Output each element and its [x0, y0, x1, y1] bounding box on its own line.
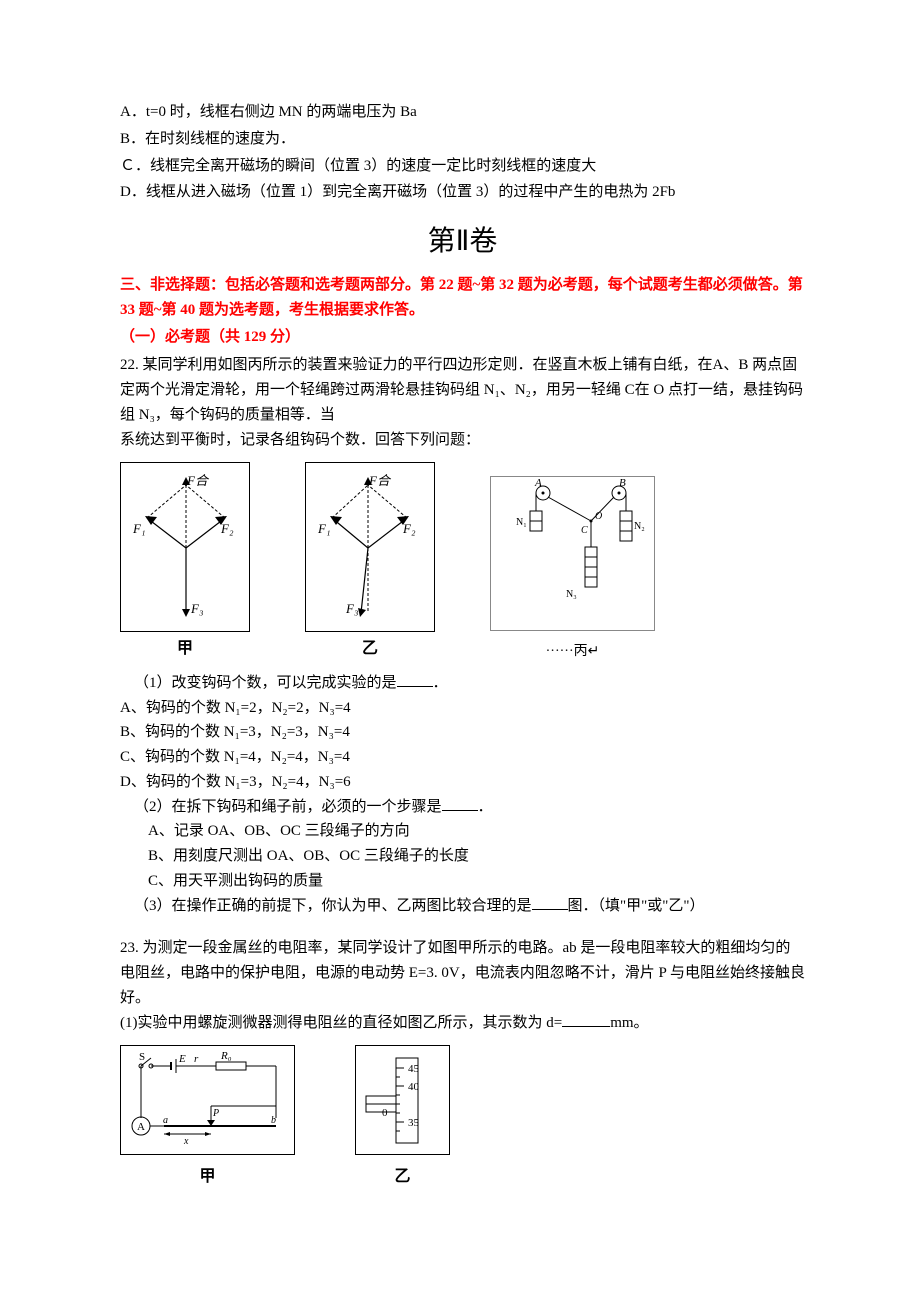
- svg-text:N₃: N₃: [566, 589, 577, 600]
- svg-text:x: x: [183, 1136, 189, 1147]
- q22-part1: （1）改变钩码个数，可以完成实验的是．: [120, 671, 805, 696]
- q23-intro: 23. 为测定一段金属丝的电阻率，某同学设计了如图甲所示的电路。ab 是一段电阻…: [120, 936, 805, 1010]
- figure-yi: F合 F₁ F₂ F₃ 乙: [305, 462, 435, 662]
- figure-jia-svg: F合 F₁ F₂ F₃: [120, 462, 250, 632]
- svg-text:F₃: F₃: [345, 601, 358, 616]
- q22-2-b: B、用刻度尺测出 OA、OB、OC 三段绳子的长度: [120, 844, 805, 869]
- svg-text:b: b: [271, 1115, 276, 1126]
- q22-intro: 22. 某同学利用如图丙所示的装置来验证力的平行四边形定则．在竖直木板上铺有白纸…: [120, 353, 805, 427]
- blank-3: [532, 895, 568, 910]
- blank-2: [442, 796, 478, 811]
- q23-figures-row: S E r R₀ A a b P x: [120, 1045, 805, 1190]
- blank-1: [397, 672, 433, 687]
- svg-text:35: 35: [408, 1117, 420, 1129]
- svg-text:F合: F合: [368, 473, 392, 488]
- option-b: B．在时刻线框的速度为．: [120, 127, 805, 152]
- svg-text:P: P: [212, 1108, 219, 1119]
- circuit-jia: S E r R₀ A a b P x: [120, 1045, 295, 1190]
- svg-text:r: r: [194, 1053, 199, 1065]
- q22-1-a: A、钩码的个数 N₁=2，N₂=2，N₃=4: [120, 696, 805, 721]
- svg-text:A: A: [534, 477, 542, 489]
- q22-1-c: C、钩码的个数 N₁=4，N₂=4，N₃=4: [120, 745, 805, 770]
- svg-text:B: B: [619, 477, 626, 489]
- q22-1-d: D、钩码的个数 N₁=3，N₂=4，N₃=6: [120, 770, 805, 795]
- svg-text:F₁: F₁: [317, 521, 330, 536]
- option-d: D．线框从进入磁场（位置 1）到完全离开磁场（位置 3）的过程中产生的电热为 2…: [120, 180, 805, 205]
- blank-4: [562, 1012, 610, 1027]
- q22-intro2: 系统达到平衡时，记录各组钩码个数．回答下列问题：: [120, 428, 805, 453]
- circuit-jia-label: 甲: [120, 1164, 295, 1190]
- svg-text:F₁: F₁: [132, 521, 145, 536]
- instruction-line-1: 三、非选择题：包括必答题和选考题两部分。第 22 题~第 32 题为必考题，每个…: [120, 273, 805, 323]
- q22-figures-row: F合 F₁ F₂ F₃ 甲 F合 F₁ F₂: [120, 462, 805, 662]
- figure-jia-label: 甲: [120, 636, 250, 662]
- option-a: A．t=0 时，线框右侧边 MN 的两端电压为 Ba: [120, 100, 805, 125]
- svg-text:F₂: F₂: [402, 521, 416, 536]
- instruction-line-2: （一）必考题（共 129 分）: [120, 325, 805, 350]
- section-ii-header: 第Ⅱ卷: [120, 219, 805, 265]
- micrometer-yi: 45 40 35 0 乙: [355, 1045, 450, 1190]
- svg-text:R₀: R₀: [220, 1050, 232, 1062]
- figure-yi-label: 乙: [305, 636, 435, 662]
- option-c: Ｃ．线框完全离开磁场的瞬间（位置 3）的速度一定比时刻线框的速度大: [120, 154, 805, 179]
- q22-1-b: B、钩码的个数 N₁=3，N₂=3，N₃=4: [120, 720, 805, 745]
- figure-yi-svg: F合 F₁ F₂ F₃: [305, 462, 435, 632]
- q22-part3: （3）在操作正确的前提下，你认为甲、乙两图比较合理的是图．（填"甲"或"乙"）: [120, 894, 805, 919]
- q23-part1: (1)实验中用螺旋测微器测得电阻丝的直径如图乙所示，其示数为 d=mm。: [120, 1011, 805, 1036]
- svg-text:F₂: F₂: [220, 521, 234, 536]
- q22-part2: （2）在拆下钩码和绳子前，必须的一个步骤是．: [120, 795, 805, 820]
- svg-text:E: E: [178, 1053, 186, 1065]
- svg-text:F₃: F₃: [190, 601, 203, 616]
- svg-text:S: S: [139, 1051, 145, 1063]
- svg-text:45: 45: [408, 1063, 420, 1075]
- figure-bing-svg: A B N₁ N₂ O C N₃: [490, 476, 655, 631]
- svg-text:F合: F合: [186, 473, 210, 488]
- q22-2-c: C、用天平测出钩码的质量: [120, 869, 805, 894]
- svg-text:N₂: N₂: [634, 521, 645, 532]
- svg-text:N₁: N₁: [516, 517, 527, 528]
- micrometer-svg: 45 40 35 0: [355, 1045, 450, 1155]
- figure-jia: F合 F₁ F₂ F₃ 甲: [120, 462, 250, 662]
- svg-text:C: C: [581, 525, 588, 536]
- q22-2-a: A、记录 OA、OB、OC 三段绳子的方向: [120, 819, 805, 844]
- svg-text:a: a: [163, 1115, 168, 1126]
- figure-bing-label: ······丙↵: [490, 640, 655, 663]
- svg-text:40: 40: [408, 1081, 420, 1093]
- circuit-svg: S E r R₀ A a b P x: [120, 1045, 295, 1155]
- svg-text:A: A: [137, 1121, 145, 1133]
- svg-text:O: O: [595, 511, 602, 522]
- micrometer-yi-label: 乙: [355, 1164, 450, 1190]
- figure-bing: A B N₁ N₂ O C N₃ ······丙↵: [490, 476, 655, 663]
- svg-text:0: 0: [382, 1107, 388, 1119]
